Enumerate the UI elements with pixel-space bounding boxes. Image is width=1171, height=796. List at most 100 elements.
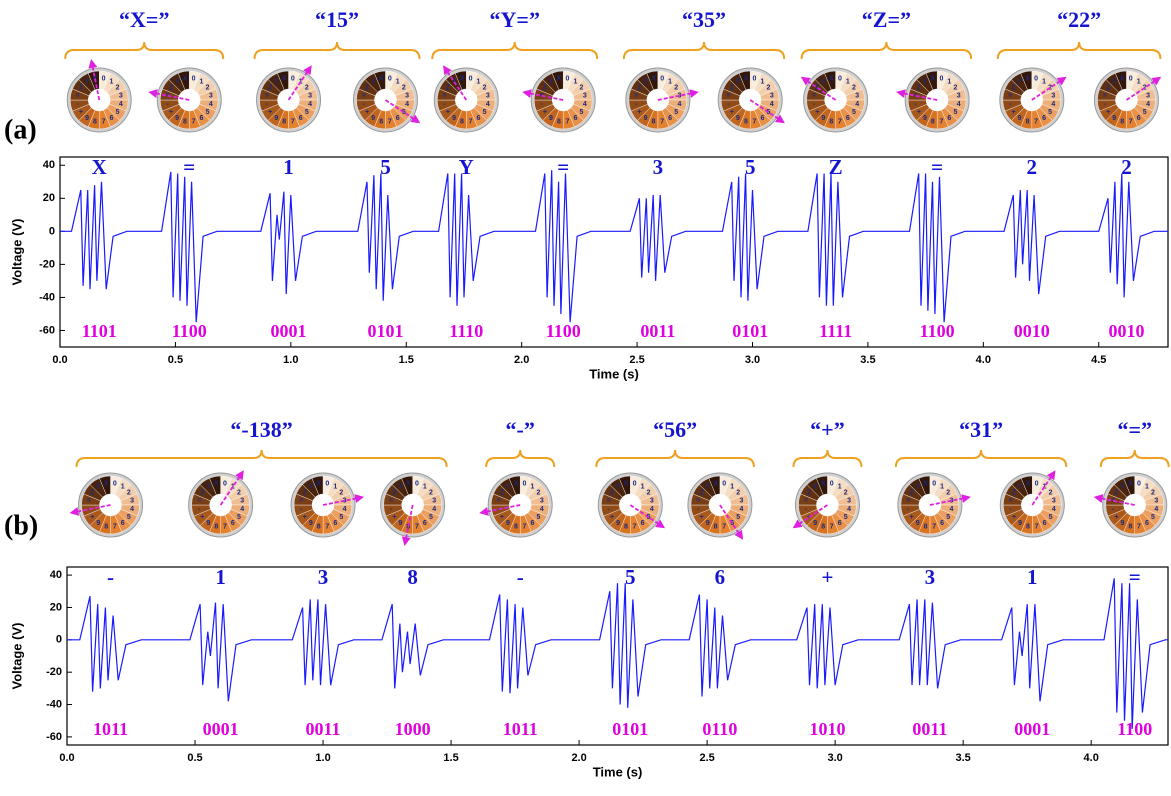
dial-label: 0 (523, 480, 527, 487)
key-code: 0001 (203, 719, 239, 739)
dial-label: 0 (633, 480, 637, 487)
dial-label: 3 (855, 93, 859, 100)
dial-label: 0 (223, 480, 227, 487)
dial-label: 5 (206, 109, 210, 116)
dial-label: Y (96, 484, 101, 491)
key-code: 0001 (271, 321, 307, 341)
group-label: “15” (315, 7, 359, 32)
dial-label: Z (365, 85, 370, 92)
key-symbol: 3 (925, 565, 936, 589)
dial-label: 5 (305, 109, 309, 116)
dial-label: Z (807, 490, 812, 497)
group-label: “-” (506, 417, 535, 442)
key-dial: 0123456789+-=ZYX (626, 68, 697, 132)
dial-label: 0 (932, 480, 936, 487)
dial-label: 0 (830, 480, 834, 487)
key-code: 0010 (1108, 321, 1144, 341)
dial-label: 5 (674, 109, 678, 116)
x-tick-label: 1.0 (283, 354, 298, 366)
dial-label: X (713, 480, 718, 487)
x-tick-label: 2.5 (699, 752, 714, 764)
x-tick-label: 2.5 (629, 354, 644, 366)
x-tick-label: 0.0 (52, 354, 67, 366)
dial-label: 2 (852, 85, 856, 92)
dial-label: 1 (121, 484, 125, 491)
group-brace (1101, 450, 1169, 467)
dial-label: X (183, 75, 188, 82)
dial-label: Y (549, 79, 554, 86)
dial-label: = (804, 498, 808, 505)
dial-label: 5 (1048, 109, 1052, 116)
y-tick-label: 20 (43, 192, 55, 204)
dial-label: 0 (838, 75, 842, 82)
dial-label: 7 (1035, 523, 1039, 530)
dial-label: 4 (677, 101, 681, 108)
dial-label: 6 (573, 115, 577, 122)
dial-label: + (392, 514, 396, 521)
dial-label: 8 (624, 523, 628, 530)
key-symbol: = (183, 155, 195, 179)
dial-label: 0 (388, 75, 392, 82)
dial-label: 6 (1137, 115, 1141, 122)
dial-label: 2 (946, 490, 950, 497)
dial-label: 7 (753, 118, 757, 125)
key-dial: 0123456789+-=ZYX (802, 68, 867, 132)
dial-label: 0 (722, 480, 726, 487)
y-tick-label: 40 (43, 159, 55, 171)
key-code: 0101 (367, 321, 403, 341)
dial-label: 7 (388, 118, 392, 125)
dial-label: 5 (946, 514, 950, 521)
key-dial: 0123456789+-=ZYX (1095, 473, 1166, 537)
dial-label: 2 (429, 490, 433, 497)
dial-label: 3 (130, 498, 134, 505)
x-tick-label: 2.0 (571, 752, 586, 764)
dial-label: + (200, 514, 204, 521)
plot-frame (60, 157, 1168, 347)
group-brace (624, 42, 784, 59)
figure: 0.00.51.01.52.02.53.03.54.04.5-60-40-200… (0, 0, 1171, 796)
y-tick-label: -20 (39, 258, 55, 270)
dial-label: + (815, 109, 819, 116)
x-tick-label: 1.5 (399, 354, 414, 366)
dial-label: 5 (127, 514, 131, 521)
dial-label: Z (500, 490, 505, 497)
group-brace (596, 450, 754, 467)
dial-label: 8 (931, 118, 935, 125)
dial-label: 9 (813, 520, 817, 527)
dial-label: + (917, 109, 921, 116)
dial-label: 6 (299, 115, 303, 122)
dial-label: 5 (402, 109, 406, 116)
dial-label: = (1009, 498, 1013, 505)
dial-label: 7 (415, 523, 419, 530)
key-symbol: 8 (407, 565, 418, 589)
group-label: “22” (1057, 7, 1101, 32)
dial-label: X (1120, 75, 1125, 82)
dial-label: 8 (924, 523, 928, 530)
dial-label: 1 (423, 484, 427, 491)
dial-label: Y (85, 79, 90, 86)
key-symbol: 6 (715, 565, 726, 589)
key-dial: 0123456789+-=ZYX (257, 67, 321, 132)
key-dial: 0123456789+-=ZYX (150, 68, 221, 132)
dial-label: = (299, 498, 303, 505)
dial-label: = (727, 93, 731, 100)
dial-label: 8 (1026, 523, 1030, 530)
key-symbol: = (1129, 565, 1141, 589)
dial-label: 1 (668, 79, 672, 86)
y-tick-label: -60 (39, 324, 55, 336)
key-code: 1100 (546, 321, 581, 341)
dial-label: X (624, 480, 629, 487)
dial-label: Z (699, 490, 704, 497)
dial-label: Z (79, 85, 84, 92)
dial-label: 3 (209, 93, 213, 100)
dial-label: 3 (486, 93, 490, 100)
dial-label: Y (616, 484, 621, 491)
dial-label: 6 (947, 115, 951, 122)
dial-label: X (406, 480, 411, 487)
key-symbol: - (517, 565, 524, 589)
key-code: 0110 (702, 719, 737, 739)
key-symbol: 1 (1027, 565, 1038, 589)
dial-label: 6 (200, 115, 204, 122)
dial-label: 7 (469, 118, 473, 125)
